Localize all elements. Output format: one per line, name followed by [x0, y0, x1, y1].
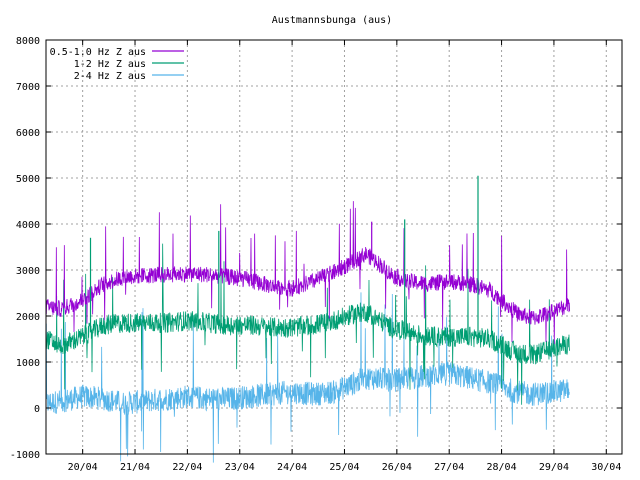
x-tick-label: 29/04 [539, 462, 569, 473]
x-tick-label: 25/04 [329, 462, 359, 473]
y-tick-label: -1000 [10, 450, 40, 461]
plot-area [45, 175, 571, 463]
y-tick-label: 8000 [16, 36, 40, 47]
legend-label: 1-2 Hz Z aus [74, 59, 146, 70]
x-tick-label: 22/04 [172, 462, 202, 473]
y-tick-label: 7000 [16, 82, 40, 93]
y-tick-label: 3000 [16, 266, 40, 277]
y-tick-label: 1000 [16, 358, 40, 369]
series-line [45, 201, 571, 345]
y-tick-label: 6000 [16, 128, 40, 139]
x-tick-label: 27/04 [434, 462, 464, 473]
x-tick-label: 20/04 [68, 462, 98, 473]
y-tick-label: 4000 [16, 220, 40, 231]
series-line [45, 243, 571, 405]
chart-title: Austmannsbunga (aus) [272, 15, 392, 26]
x-tick-label: 30/04 [591, 462, 621, 473]
legend-label: 0.5-1.0 Hz Z aus [50, 47, 146, 58]
x-tick-label: 23/04 [225, 462, 255, 473]
x-tick-label: 28/04 [487, 462, 517, 473]
y-tick-label: 2000 [16, 312, 40, 323]
y-tick-label: 0 [34, 404, 40, 415]
x-tick-label: 26/04 [382, 462, 412, 473]
x-tick-label: 21/04 [120, 462, 150, 473]
y-tick-label: 5000 [16, 174, 40, 185]
plot-frame [45, 39, 623, 455]
series-line [45, 292, 570, 463]
x-tick-label: 24/04 [277, 462, 307, 473]
axis-ticks: -1000 0 1000 2000 3000 4000 5000 6000 7000 8000 20… [10, 36, 622, 473]
legend-label: 2-4 Hz Z aus [74, 71, 146, 82]
